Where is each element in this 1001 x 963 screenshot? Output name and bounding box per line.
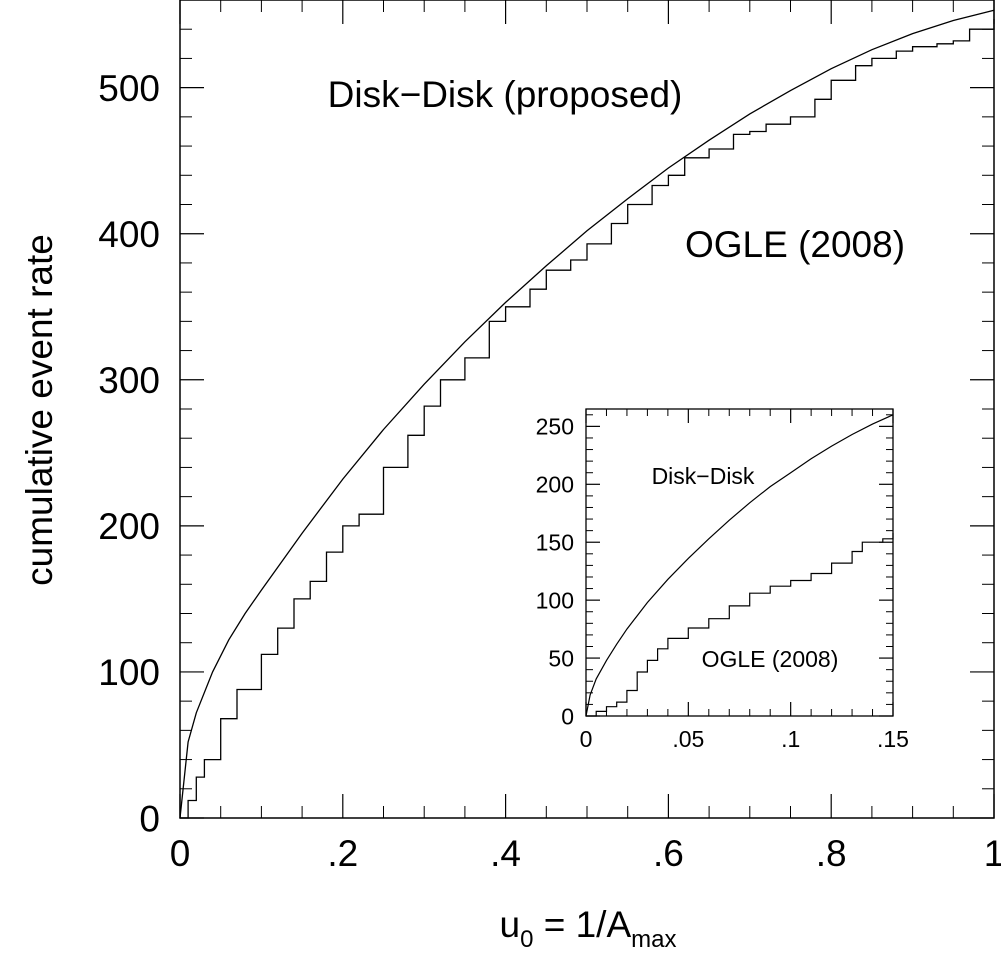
main-y-tick-label-5: 500	[98, 68, 160, 109]
main-series-line-disk-disk	[179, 9, 995, 819]
inset-y-tick-label-1: 50	[548, 645, 574, 671]
annotation-disk-disk-proposed: Disk−Disk (proposed)	[328, 74, 683, 115]
main-y-tick-label-4: 400	[98, 214, 160, 255]
main-x-tick-label-2: .4	[490, 833, 521, 874]
inset-x-tick-label-1: .05	[672, 726, 704, 752]
inset-y-tick-label-5: 250	[536, 414, 574, 440]
main-axis-ticks	[179, 0, 995, 819]
inset-y-tick-label-2: 100	[536, 587, 574, 613]
inset-series	[585, 414, 894, 717]
main-x-tick-label-5: 1	[984, 833, 1001, 874]
x-axis-label-u: u	[500, 904, 521, 945]
annotation-ogle-2008: OGLE (2008)	[685, 224, 905, 265]
main-x-tick-label-1: .2	[327, 833, 358, 874]
inset-axis-ticks	[585, 409, 894, 717]
inset-series-line-ogle-2008	[586, 533, 894, 717]
main-y-tick-label-2: 200	[98, 506, 160, 547]
inset-tick-labels: 0 .05 .1 .15 0 50 100 150 200 250	[536, 414, 909, 752]
main-x-tick-label-0: 0	[170, 833, 191, 874]
inset-x-tick-label-2: .1	[781, 726, 800, 752]
x-axis-label-sub-max: max	[631, 926, 676, 953]
main-x-tick-label-4: .8	[816, 833, 847, 874]
inset-x-tick-label-3: .15	[877, 726, 909, 752]
x-axis-label-sub-0: 0	[520, 926, 533, 953]
main-y-tick-label-3: 300	[98, 360, 160, 401]
inset-y-tick-label-0: 0	[561, 703, 574, 729]
inset-y-tick-label-4: 200	[536, 472, 574, 498]
inset-series-line-disk-disk	[585, 414, 894, 717]
main-y-tick-label-1: 100	[98, 652, 160, 693]
inset-annotation-disk-disk: Disk−Disk	[652, 463, 755, 489]
main-series	[179, 9, 995, 819]
x-axis-label-mid: = 1/A	[533, 904, 631, 945]
y-axis-label: cumulative event rate	[19, 234, 60, 586]
main-series-line-ogle-2008	[180, 19, 995, 819]
inset-y-tick-label-3: 150	[536, 530, 574, 556]
main-y-tick-label-0: 0	[139, 798, 160, 839]
inset-plot-frame	[585, 408, 894, 717]
x-axis-label: u0 = 1/Amax	[500, 904, 677, 953]
inset-annotation-ogle-2008: OGLE (2008)	[702, 646, 839, 672]
main-x-tick-label-3: .6	[653, 833, 684, 874]
inset-x-tick-label-0: 0	[580, 726, 593, 752]
